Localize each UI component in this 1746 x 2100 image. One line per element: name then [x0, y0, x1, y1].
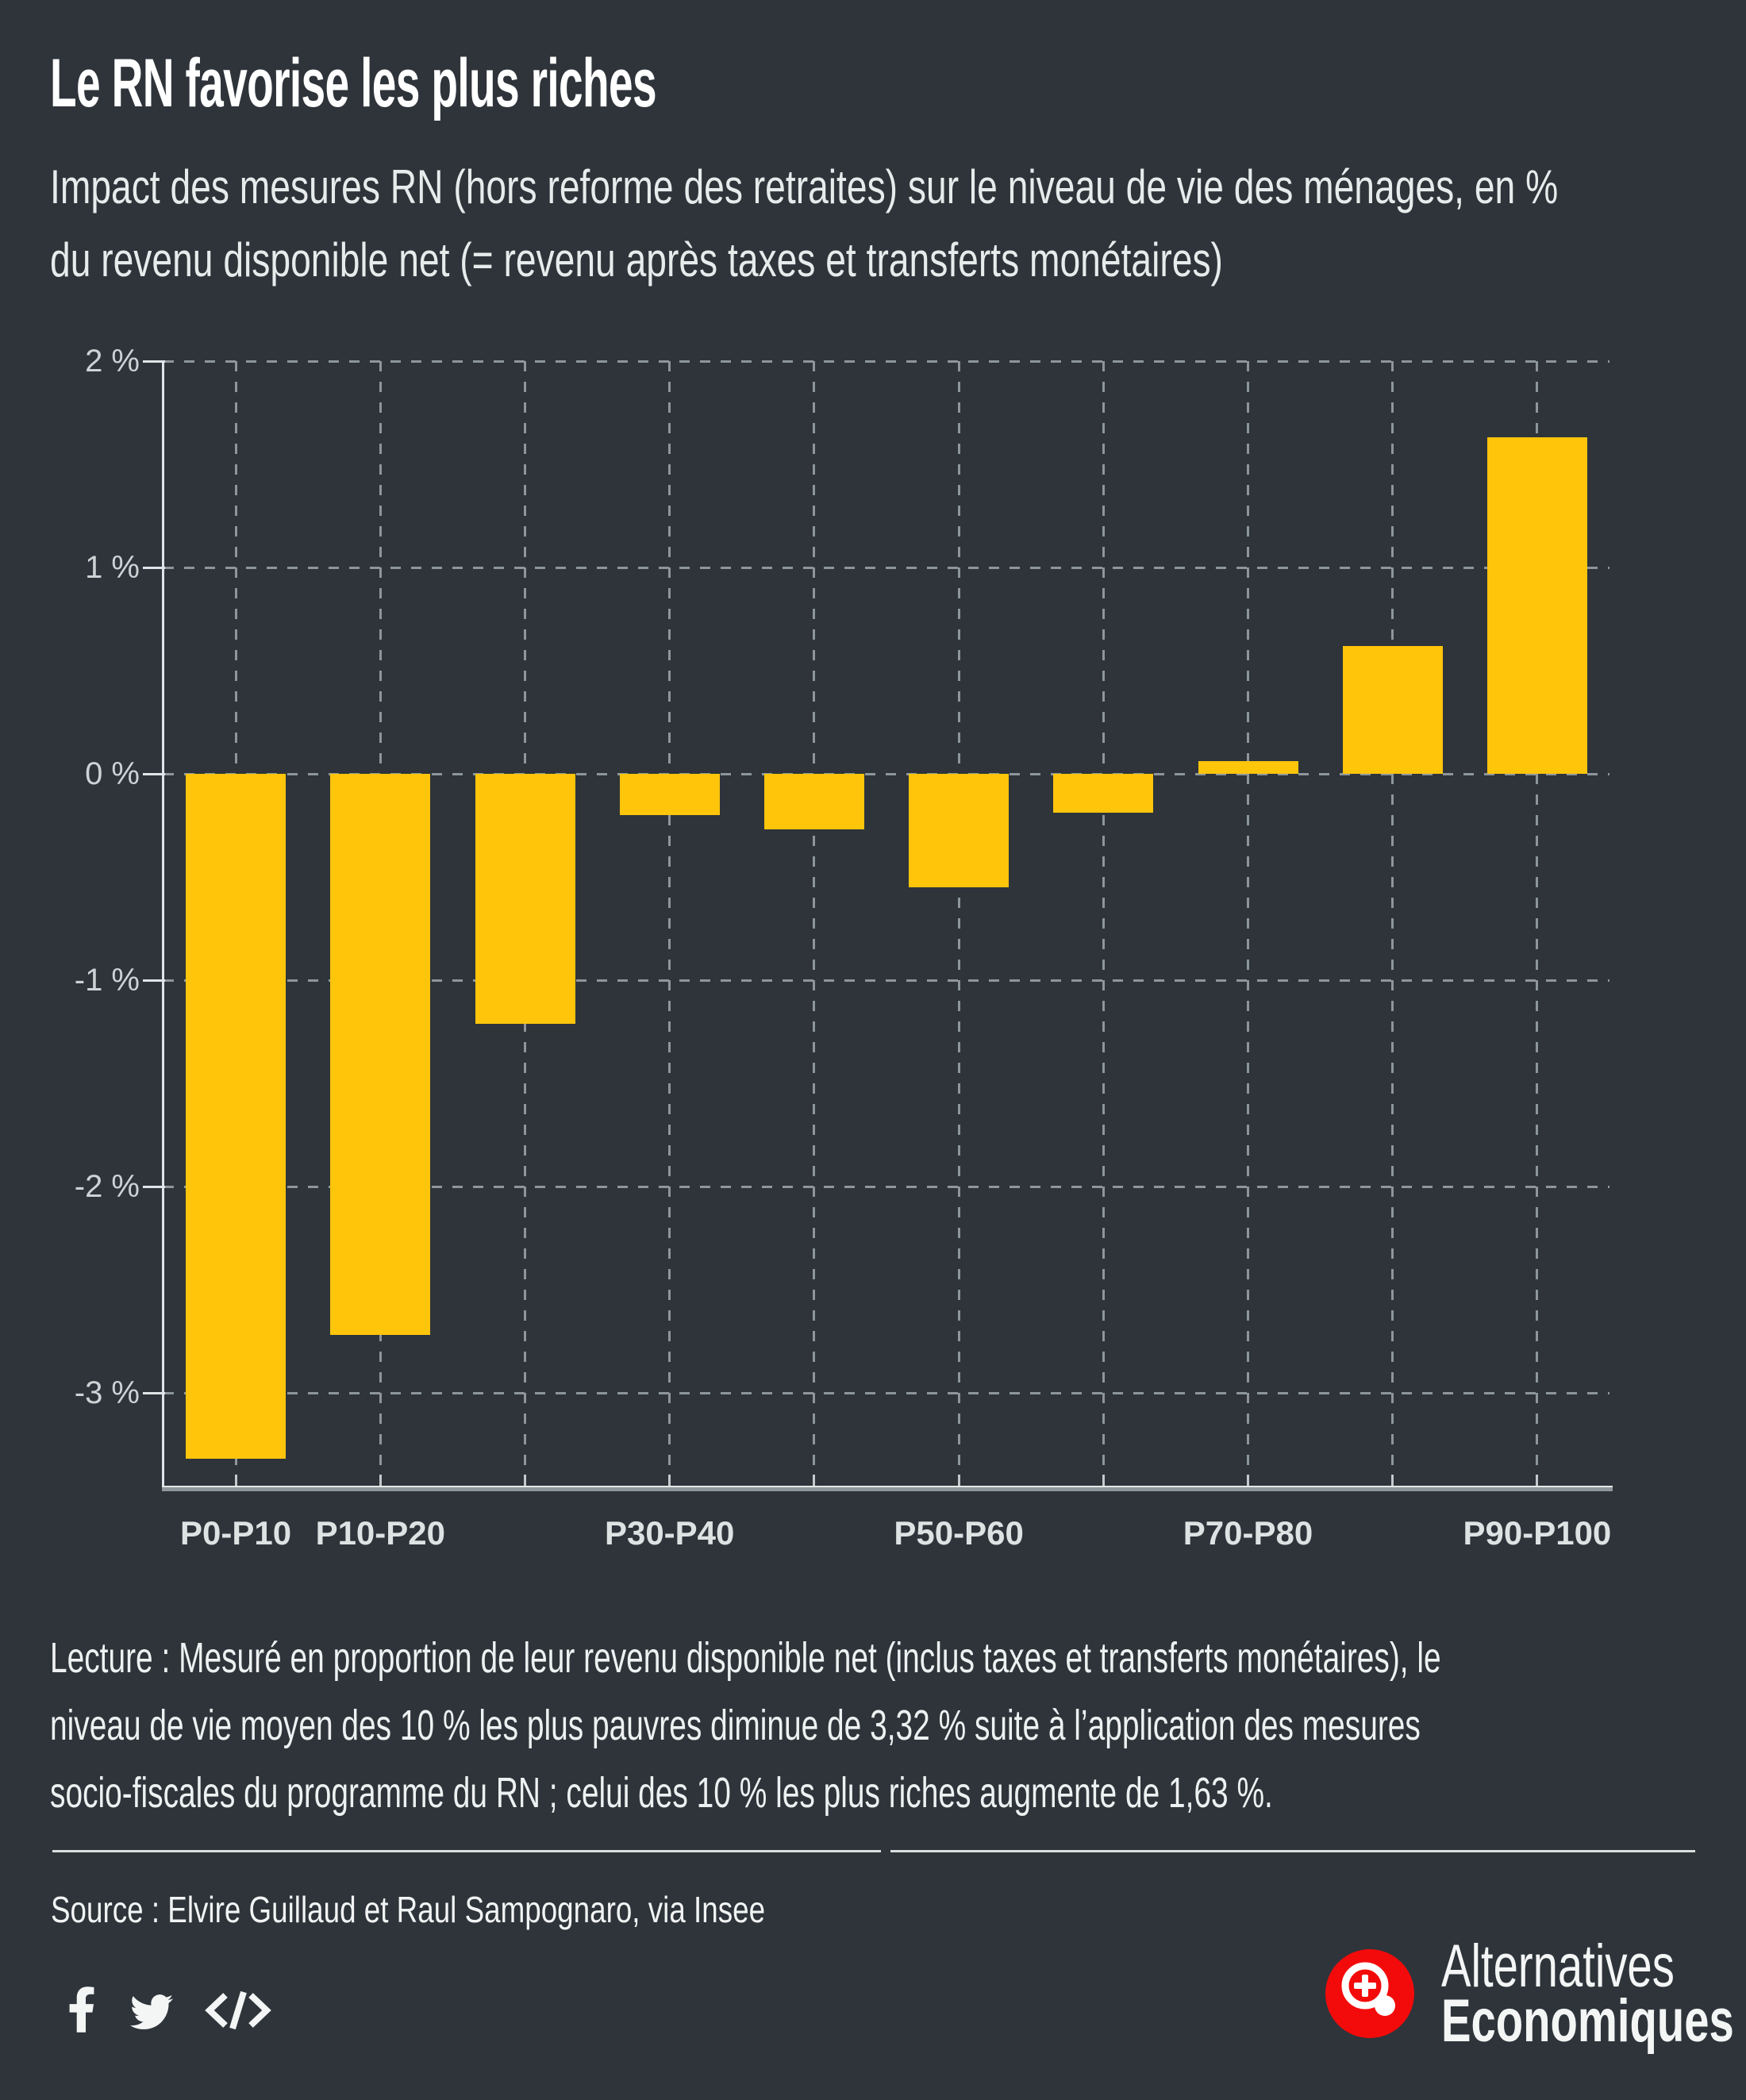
- facebook-icon[interactable]: [67, 1986, 96, 2033]
- y-axis-tick: [143, 566, 165, 569]
- source-credit: Source : Elvire Guillaud et Raul Sampogn…: [51, 1889, 766, 1930]
- bar-P10-P20: [330, 774, 431, 1336]
- x-axis-tick: [813, 1475, 816, 1486]
- y-axis-tick: [143, 979, 165, 982]
- reading-note-line: Lecture : Mesuré en proportion de leur r…: [50, 1634, 1441, 1682]
- x-axis-tick: [1391, 1475, 1394, 1486]
- bar-P20-P30: [475, 774, 575, 1024]
- grid-line-vertical: [1102, 361, 1105, 1486]
- twitter-icon[interactable]: [125, 1990, 178, 2033]
- x-axis-line: [162, 1486, 1613, 1491]
- x-axis-tick: [1536, 1475, 1539, 1486]
- bar-P50-P60: [909, 774, 1010, 887]
- y-axis-label: -1 %: [74, 963, 140, 998]
- x-axis-label: P0-P10: [180, 1514, 292, 1552]
- grid-line-vertical: [957, 361, 960, 1486]
- reading-note-line: socio-fiscales du programme du RN ; celu…: [50, 1769, 1273, 1817]
- x-axis-label: P90-P100: [1463, 1514, 1612, 1552]
- footer-divider: [52, 1850, 881, 1852]
- x-axis-tick: [957, 1475, 960, 1486]
- y-axis-tick: [143, 772, 165, 775]
- magnifier-logo-icon: [1325, 1949, 1414, 2038]
- bar-P80-P90: [1342, 645, 1443, 774]
- grid-line-vertical: [813, 361, 816, 1486]
- y-axis-label: 1 %: [85, 550, 140, 585]
- x-axis-label: P10-P20: [315, 1514, 446, 1552]
- x-axis-tick: [1102, 1475, 1105, 1486]
- x-axis-tick: [1247, 1475, 1249, 1486]
- y-axis-label: -3 %: [74, 1375, 140, 1410]
- x-axis-label: P30-P40: [604, 1514, 735, 1552]
- x-axis-label: P50-P60: [894, 1514, 1024, 1552]
- grid-line-horizontal: [163, 979, 1609, 982]
- footer-divider: [890, 1850, 1695, 1852]
- y-axis-label: 2 %: [85, 344, 140, 379]
- grid-line-vertical: [1247, 361, 1249, 1486]
- x-axis-tick: [668, 1475, 671, 1486]
- grid-line-vertical: [1536, 361, 1539, 1486]
- grid-line-horizontal: [163, 772, 1609, 775]
- grid-line-horizontal: [163, 1185, 1609, 1188]
- x-axis-tick: [379, 1475, 382, 1486]
- embed-code-icon[interactable]: [203, 1987, 273, 2033]
- logo-brand-line1: Alternatives: [1441, 1933, 1675, 2000]
- grid-line-horizontal: [163, 566, 1609, 569]
- y-axis-tick: [143, 1391, 165, 1394]
- grid-line-horizontal: [163, 360, 1609, 363]
- reading-note-line: niveau de vie moyen des 10 % les plus pa…: [50, 1702, 1421, 1749]
- y-axis-label: -2 %: [74, 1169, 140, 1204]
- chart-subtitle: Impact des mesures RN (hors reforme des …: [50, 151, 1558, 297]
- bar-P40-P50: [763, 774, 864, 830]
- reading-note: Lecture : Mesuré en proportion de leur r…: [50, 1625, 1441, 1827]
- y-axis-line: [162, 361, 164, 1491]
- y-axis-tick: [143, 1185, 165, 1188]
- bar-chart: 2 % 1 % 0 % -1 % -2 % -3 % P0-P10 P10-P20 P30-P4…: [74, 344, 1613, 1552]
- x-axis-tick: [524, 1475, 526, 1486]
- page-title: Le RN favorise les plus riches: [50, 45, 657, 121]
- y-axis-tick: [143, 360, 165, 363]
- x-axis-label: P70-P80: [1183, 1514, 1313, 1552]
- y-axis-label: 0 %: [85, 756, 140, 791]
- bar-P90-P100: [1486, 437, 1587, 774]
- x-axis-tick: [234, 1475, 237, 1486]
- logo-brand-line2: Economiques: [1441, 1987, 1734, 2055]
- grid-line-horizontal: [163, 1391, 1609, 1394]
- subtitle-line: Impact des mesures RN (hors reforme des …: [50, 160, 1559, 213]
- subtitle-line: du revenu disponible net (= revenu après…: [50, 233, 1223, 287]
- bar-P0-P10: [186, 774, 287, 1460]
- bar-P70-P80: [1198, 761, 1298, 774]
- grid-line-vertical: [668, 361, 671, 1486]
- bar-P60-P70: [1053, 774, 1154, 813]
- bar-P30-P40: [619, 774, 720, 815]
- grid-line-vertical: [1391, 361, 1394, 1486]
